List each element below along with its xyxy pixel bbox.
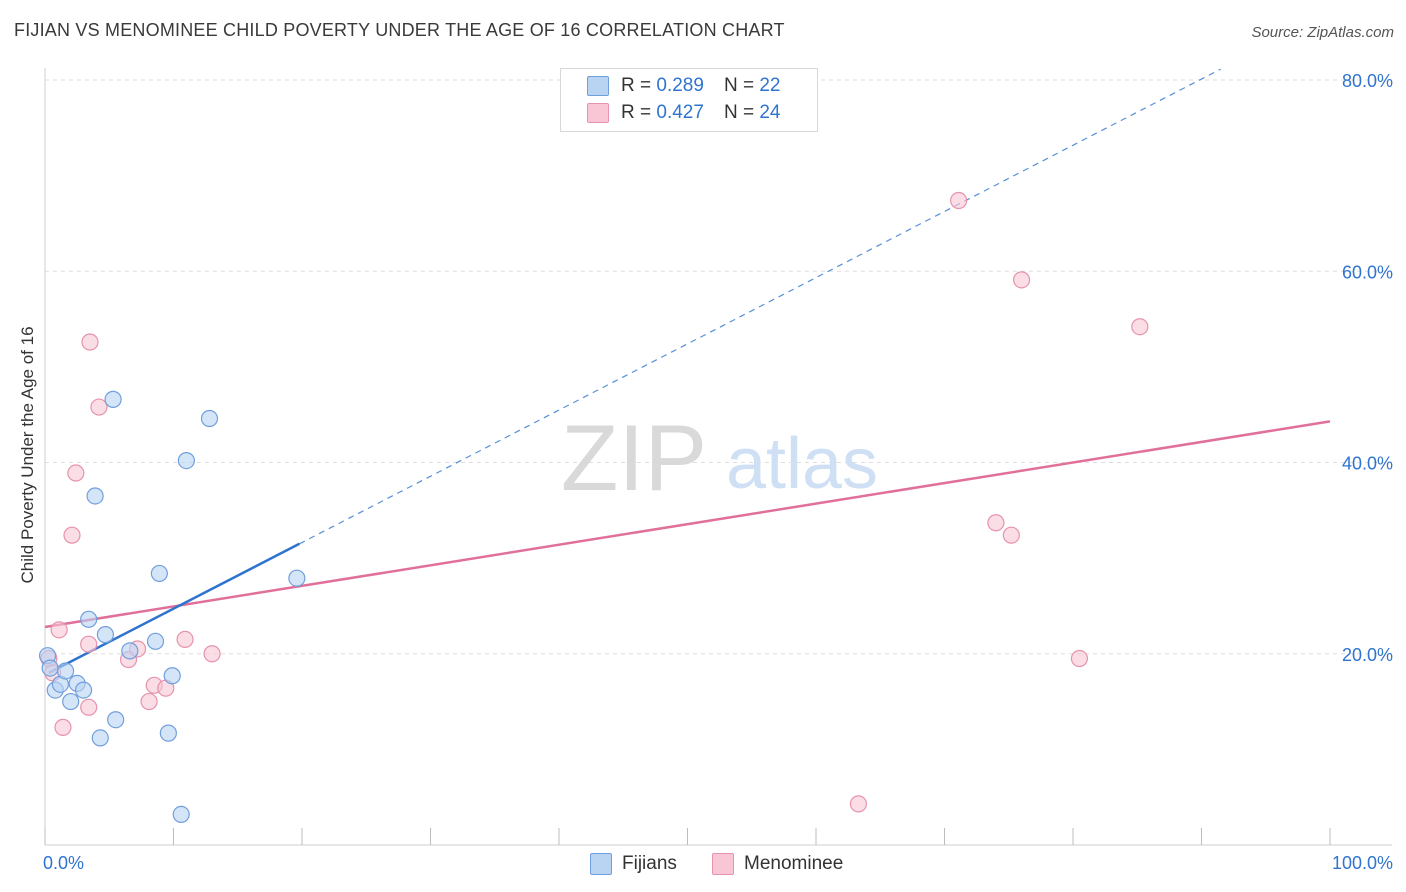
- watermark-atlas: atlas: [726, 424, 878, 504]
- menominee-point: [67, 464, 85, 482]
- n-label: N =: [723, 102, 755, 123]
- watermark: ZIP atlas: [561, 405, 878, 510]
- points-layer: [38, 191, 1149, 824]
- menominee-point: [1002, 526, 1020, 544]
- fijians-point: [200, 409, 219, 428]
- menominee-legend-swatch: [712, 853, 734, 875]
- menominee-trendline: [44, 420, 1331, 629]
- menominee-point: [1012, 271, 1031, 289]
- legend-row-menominee: R = 0.427 N = 24: [587, 101, 780, 125]
- y-tick-label: 60.0%: [1342, 262, 1393, 282]
- r-label: R =: [621, 102, 652, 123]
- menominee-point: [203, 645, 221, 663]
- tick-label-layer: 20.0% 40.0% 60.0% 80.0% 0.0% 100.0%: [43, 71, 1393, 873]
- menominee-swatch: [587, 103, 609, 123]
- x-tick-label-min: 0.0%: [43, 853, 84, 873]
- correlation-legend: R = 0.289 N = 22 R = 0.427 N = 24: [560, 68, 818, 132]
- y-tick-label: 20.0%: [1342, 645, 1393, 665]
- trendline-layer: [44, 68, 1331, 674]
- menominee-point: [176, 630, 194, 649]
- menominee-point: [80, 635, 98, 653]
- menominee-legend-label: Menominee: [744, 853, 844, 874]
- menominee-point: [987, 514, 1005, 532]
- chart-title: FIJIAN VS MENOMINEE CHILD POVERTY UNDER …: [14, 20, 785, 40]
- menominee-point: [1131, 318, 1149, 336]
- fijians-swatch: [587, 76, 609, 96]
- fijians-point: [107, 711, 125, 729]
- fijians-point: [150, 564, 168, 583]
- fijians-point: [288, 569, 306, 587]
- source-label: Source: ZipAtlas.com: [1251, 24, 1394, 41]
- fijians-legend-swatch: [590, 853, 612, 875]
- fijians-point: [86, 487, 104, 505]
- grid-layer: [45, 79, 1392, 655]
- r-label: R =: [621, 75, 652, 96]
- menominee-point: [80, 698, 98, 716]
- fijians-point: [172, 805, 190, 824]
- y-tick-label: 80.0%: [1342, 71, 1393, 91]
- menominee-point: [140, 692, 158, 711]
- menominee-point: [1070, 649, 1089, 668]
- fijians-point: [41, 659, 59, 677]
- menominee-point: [849, 795, 868, 813]
- menominee-r-value: 0.427: [656, 102, 704, 123]
- watermark-zip: ZIP: [561, 405, 707, 510]
- fijians-legend-label: Fijians: [622, 853, 677, 874]
- fijians-point: [96, 626, 114, 644]
- fijians-point: [146, 632, 165, 650]
- fijians-point: [163, 667, 181, 685]
- axes-layer: [44, 68, 1392, 846]
- fijians-point: [177, 451, 195, 470]
- fijians-point: [91, 729, 109, 747]
- fijians-point: [62, 692, 80, 711]
- menominee-point: [54, 718, 72, 736]
- n-label: N =: [723, 75, 755, 96]
- fijians-point: [74, 681, 93, 699]
- fijians-point: [80, 610, 98, 628]
- fijians-point: [121, 642, 139, 660]
- fijians-r-value: 0.289: [656, 75, 704, 96]
- menominee-point: [950, 191, 968, 210]
- fijians-trendline-extension: [299, 68, 1222, 545]
- fijians-point: [159, 724, 177, 742]
- x-tick-label-max: 100.0%: [1332, 853, 1393, 873]
- menominee-point: [63, 526, 81, 544]
- legend-item-menominee: Menominee: [712, 852, 843, 876]
- fijians-point: [56, 662, 75, 680]
- menominee-point: [81, 333, 99, 351]
- menominee-point: [50, 621, 68, 639]
- legend-row-fijians: R = 0.289 N = 22: [587, 74, 780, 98]
- y-tick-label: 40.0%: [1342, 454, 1393, 474]
- fijians-n-value: 22: [759, 75, 781, 96]
- menominee-n-value: 24: [759, 102, 781, 123]
- fijians-point: [104, 390, 122, 408]
- legend-item-fijians: Fijians: [590, 852, 677, 876]
- menominee-point: [90, 398, 108, 416]
